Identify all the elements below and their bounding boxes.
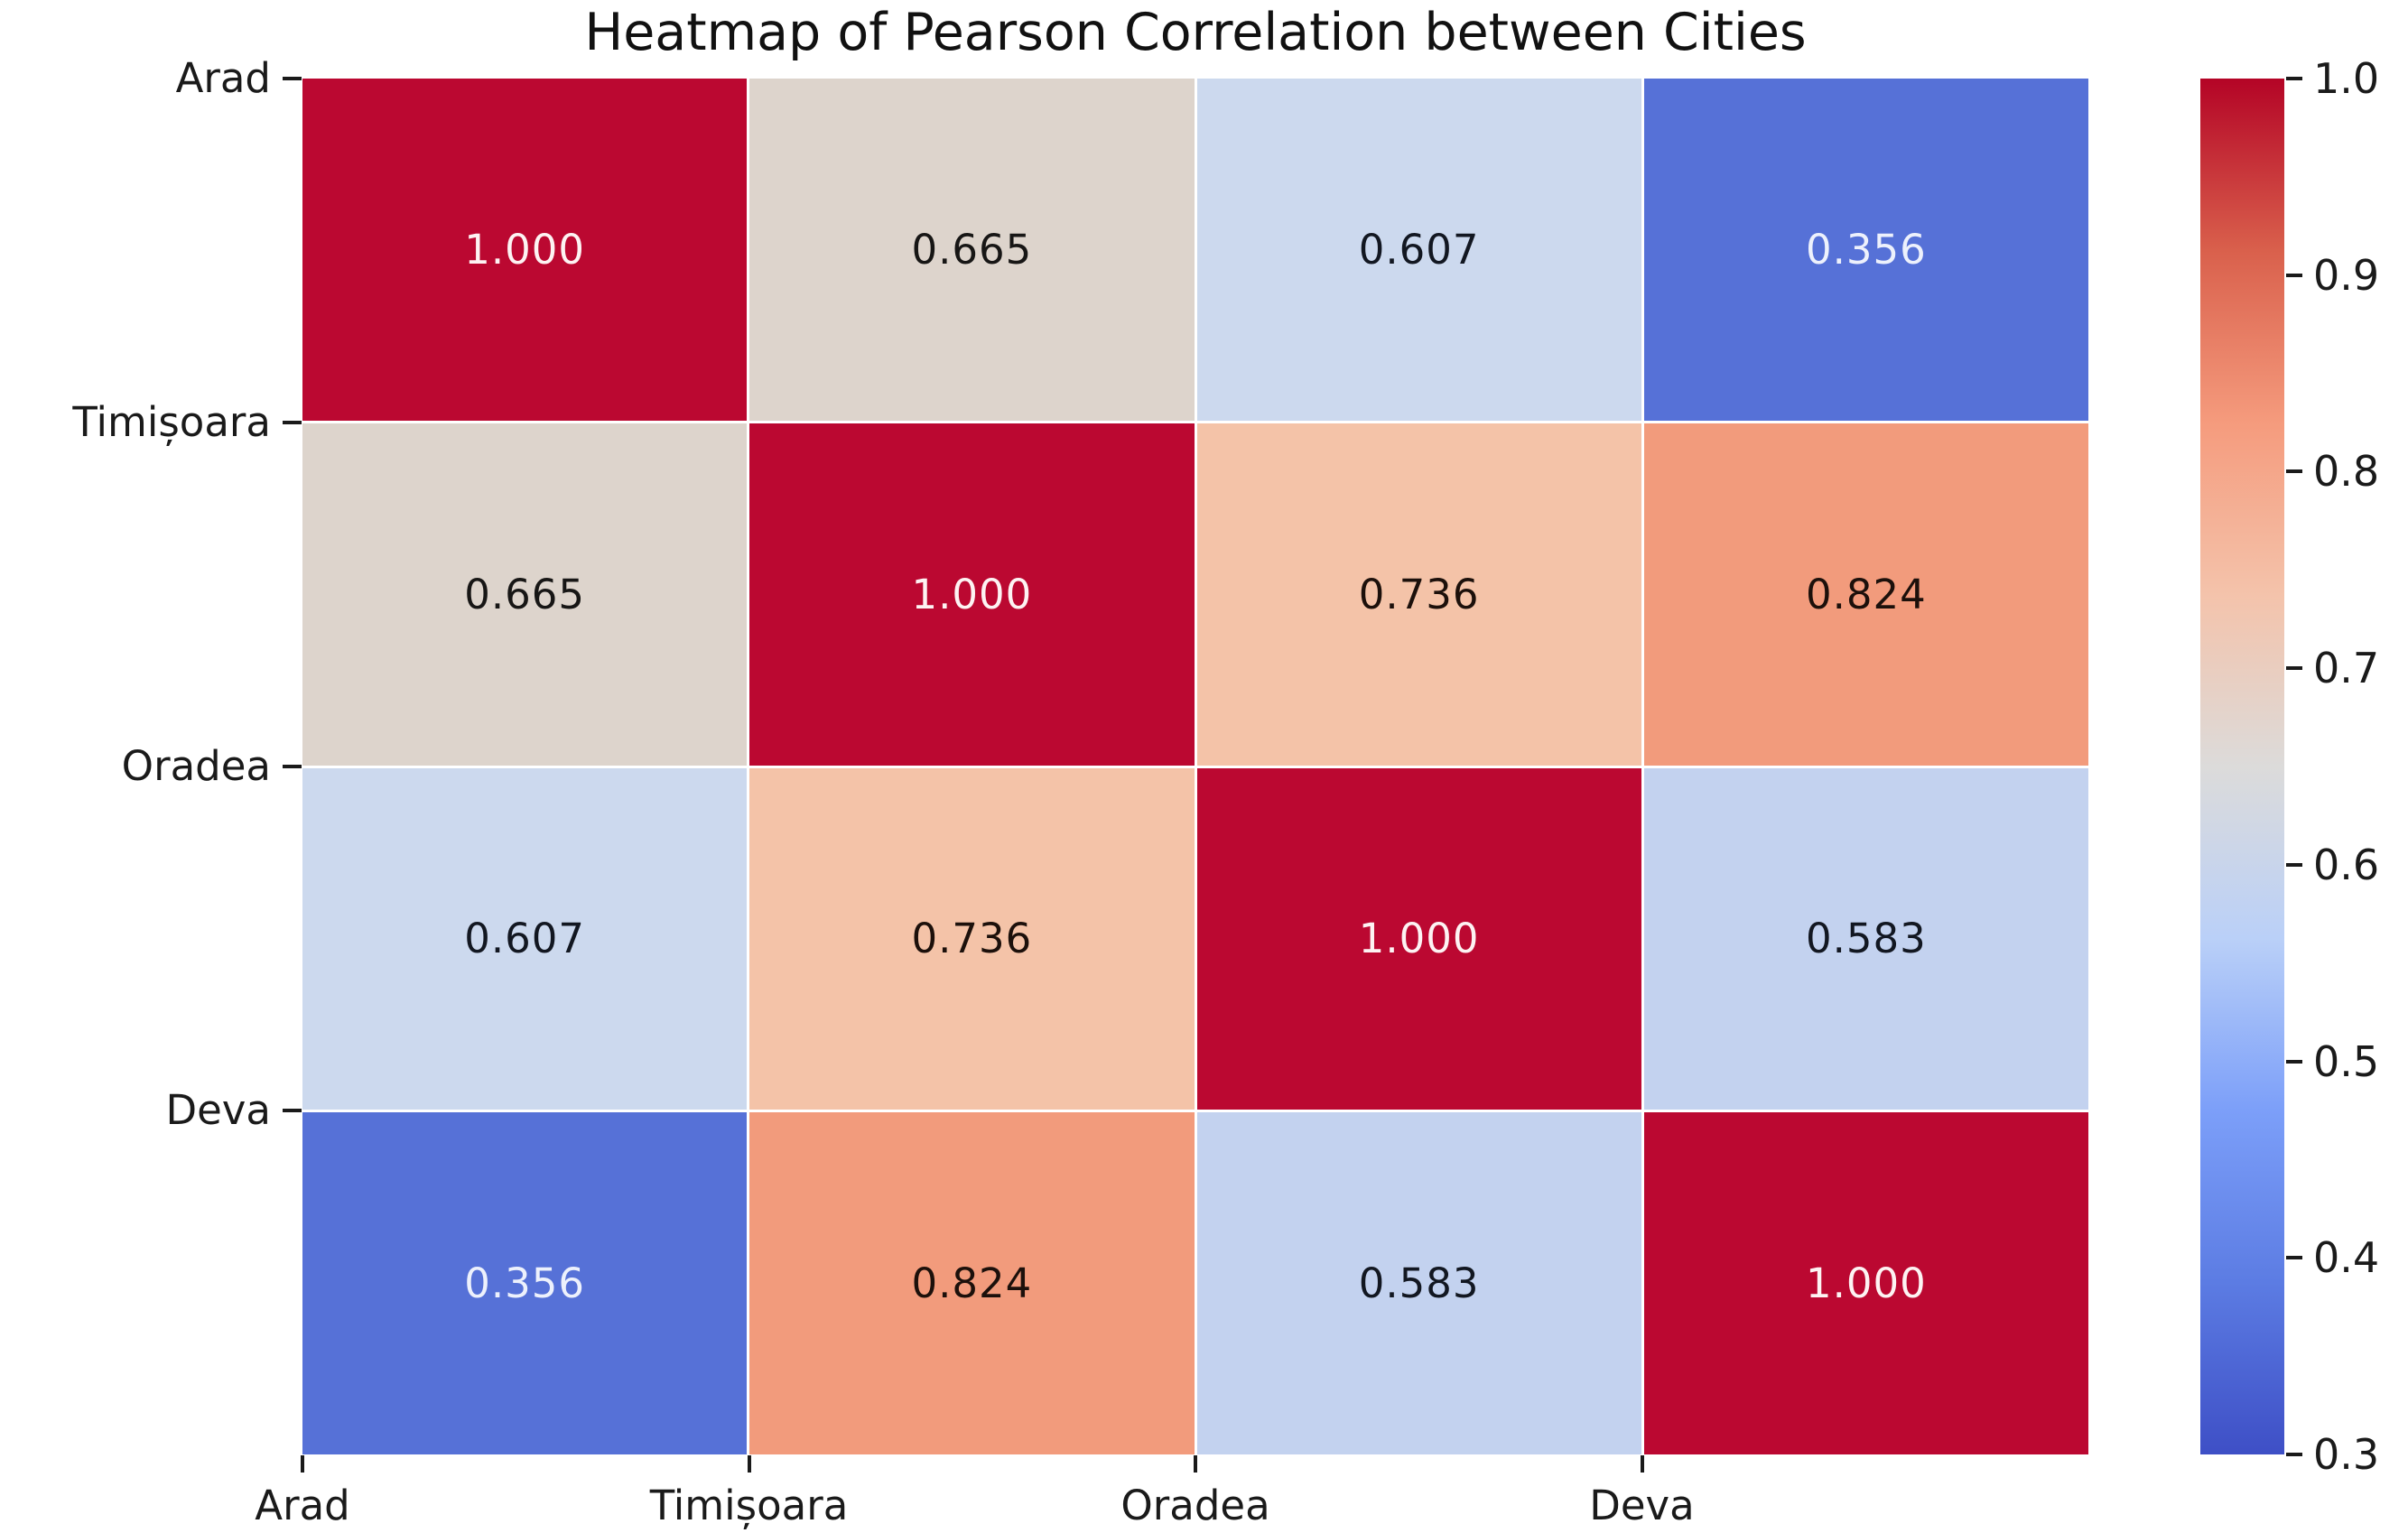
cell-value-label: 0.736: [1358, 570, 1480, 618]
x-tick-label-Timișoara: Timișoara: [649, 1482, 849, 1529]
x-tick-mark: [301, 1455, 304, 1473]
heatmap-cell-Arad-Arad: 1.000: [302, 79, 748, 421]
heatmap-cell-Arad-Timișoara: 0.665: [749, 79, 1195, 421]
y-tick-mark: [283, 1109, 302, 1112]
cell-value-label: 0.824: [911, 1259, 1033, 1308]
colorbar: [2200, 79, 2284, 1454]
cell-value-label: 0.665: [911, 225, 1033, 274]
heatmap-cell-Arad-Oradea: 0.607: [1196, 79, 1641, 421]
heatmap-cell-Deva-Oradea: 0.583: [1196, 1112, 1641, 1454]
cell-value-label: 0.356: [1805, 225, 1927, 274]
heatmap-cell-Deva-Arad: 0.356: [302, 1112, 748, 1454]
cell-value-label: 0.583: [1805, 915, 1927, 963]
y-tick-mark: [283, 77, 302, 80]
cell-value-label: 1.000: [1805, 1259, 1927, 1308]
y-tick-label-Deva: Deva: [165, 1086, 271, 1134]
cell-value-label: 0.356: [464, 1259, 586, 1308]
colorbar-tick-mark: [2286, 1256, 2302, 1260]
y-tick-label-Oradea: Oradea: [121, 742, 271, 790]
y-tick-mark: [283, 421, 302, 424]
colorbar-tick-label-0.5: 0.5: [2313, 1036, 2380, 1086]
y-tick-label-Arad: Arad: [175, 54, 271, 102]
heatmap-cell-Oradea-Oradea: 1.000: [1196, 767, 1641, 1110]
cell-value-label: 0.607: [464, 915, 586, 963]
cell-value-label: 0.665: [464, 570, 586, 618]
chart-title: Heatmap of Pearson Correlation between C…: [584, 3, 1807, 62]
x-tick-label-Oradea: Oradea: [1120, 1482, 1270, 1529]
x-tick-label-Arad: Arad: [255, 1482, 350, 1529]
cell-value-label: 1.000: [1358, 915, 1480, 963]
colorbar-tick-label-1.0: 1.0: [2313, 54, 2380, 103]
cell-value-label: 1.000: [911, 570, 1033, 618]
heatmap-cell-Timișoara-Deva: 0.824: [1643, 423, 2088, 766]
colorbar-tick-label-0.8: 0.8: [2313, 447, 2380, 497]
heatmap-cell-Oradea-Arad: 0.607: [302, 767, 748, 1110]
cell-value-label: 1.000: [464, 225, 586, 274]
colorbar-tick-label-0.9: 0.9: [2313, 250, 2380, 300]
cell-value-label: 0.583: [1358, 1259, 1480, 1308]
colorbar-tick-mark: [2286, 1059, 2302, 1064]
y-tick-mark: [283, 765, 302, 768]
heatmap-cell-Deva-Deva: 1.000: [1643, 1112, 2088, 1454]
colorbar-tick-label-0.6: 0.6: [2313, 840, 2380, 889]
heatmap-grid: 1.000 0.665 0.607 0.356 0.665 1.000 0.736 0.824…: [302, 79, 2088, 1454]
heatmap-cell-Arad-Deva: 0.356: [1643, 79, 2088, 421]
colorbar-tick-label-0.4: 0.4: [2313, 1233, 2380, 1283]
x-tick-mark: [747, 1455, 751, 1473]
x-tick-mark: [1194, 1455, 1197, 1473]
colorbar-tick-mark: [2286, 862, 2302, 867]
x-tick-mark: [1640, 1455, 1644, 1473]
colorbar-tick-mark: [2286, 273, 2302, 277]
colorbar-tick-mark: [2286, 1453, 2302, 1456]
heatmap-cell-Timișoara-Oradea: 0.736: [1196, 423, 1641, 766]
colorbar-tick-label-0.7: 0.7: [2313, 644, 2380, 693]
heatmap-cell-Deva-Timișoara: 0.824: [749, 1112, 1195, 1454]
colorbar-tick-label-0.3: 0.3: [2313, 1430, 2380, 1479]
y-tick-label-Timișoara: Timișoara: [72, 398, 271, 446]
heatmap-cell-Oradea-Deva: 0.583: [1643, 767, 2088, 1110]
heatmap-cell-Oradea-Timișoara: 0.736: [749, 767, 1195, 1110]
colorbar-tick-mark: [2286, 469, 2302, 474]
x-tick-label-Deva: Deva: [1589, 1482, 1695, 1529]
heatmap-cell-Timișoara-Arad: 0.665: [302, 423, 748, 766]
cell-value-label: 0.736: [911, 915, 1033, 963]
cell-value-label: 0.607: [1358, 225, 1480, 274]
heatmap-cell-Timișoara-Timișoara: 1.000: [749, 423, 1195, 766]
cell-value-label: 0.824: [1805, 570, 1927, 618]
colorbar-tick-mark: [2286, 666, 2302, 671]
colorbar-tick-mark: [2286, 77, 2302, 80]
